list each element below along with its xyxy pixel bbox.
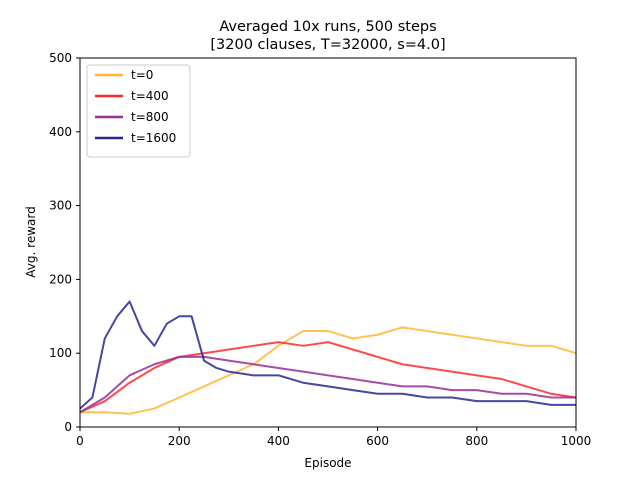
series-line-2 [80,355,576,414]
legend-label-0: t=0 [131,68,153,82]
y-tick-label-0: 0 [64,420,72,434]
legend: t=0 t=400 t=800 t=1600 [86,64,191,158]
plot-area [80,300,576,415]
y-tick-label-1: 100 [49,346,72,360]
chart-subtitle: [3200 clauses, T=32000, s=4.0] [210,37,445,53]
x-tick-label-2: 400 [267,434,290,448]
x-tick-label-1: 200 [168,434,191,448]
series-line-1 [80,341,576,414]
y-tick-label-3: 300 [49,199,72,213]
x-tick-label-3: 600 [366,434,389,448]
legend-label-3: t=1600 [131,131,176,145]
y-tick-label-4: 400 [49,125,72,139]
y-tick-label-2: 200 [49,272,72,286]
legend-label-1: t=400 [131,89,169,103]
legend-label-2: t=800 [131,110,169,124]
x-tick-label-5: 1000 [561,434,592,448]
chart-title: Averaged 10x runs, 500 steps [219,19,436,35]
y-axis-label: Avg. reward [24,206,38,277]
plot-frame [79,57,577,428]
x-tick-label-4: 800 [465,434,488,448]
x-tick-label-0: 0 [76,434,84,448]
x-axis-label: Episode [304,456,351,470]
series-line-0 [80,326,576,415]
y-tick-label-5: 500 [49,51,72,65]
legend-box [86,64,191,158]
series-line-3 [80,300,576,410]
axes: 0 200 400 600 800 1000 0 100 200 300 400 500 [49,51,591,448]
